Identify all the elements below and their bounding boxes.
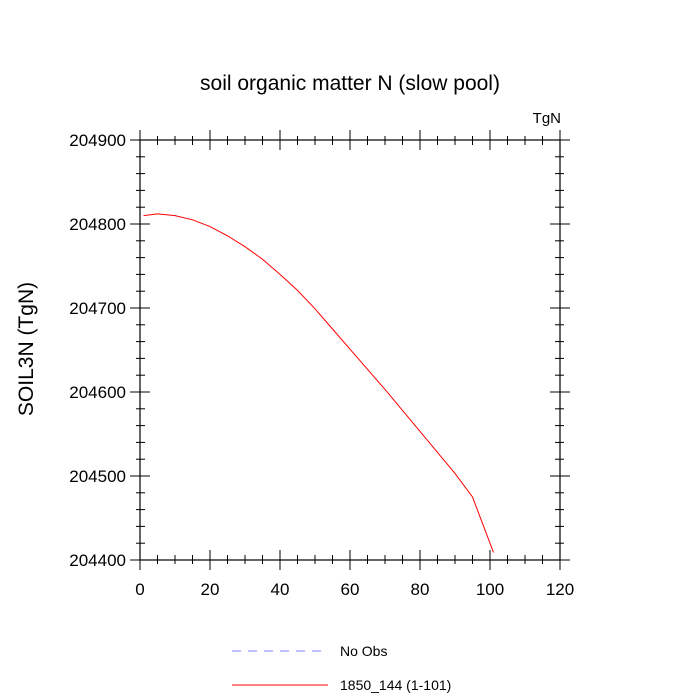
y-tick-label: 204500 [69, 467, 126, 486]
units-label: TgN [533, 110, 561, 127]
legend-label-1850-144: 1850_144 (1-101) [340, 677, 451, 693]
series-line-1 [143, 213, 494, 553]
y-tick-labels: 204400 204500 204600 204700 204800 204900 [69, 131, 126, 570]
x-tick-label: 40 [271, 580, 290, 599]
x-tick-label: 120 [546, 580, 574, 599]
plot-frame [139, 139, 561, 561]
x-tick-label: 60 [341, 580, 360, 599]
y-tick-label: 204800 [69, 215, 126, 234]
x-tick-label: 80 [411, 580, 430, 599]
legend-label-no-obs: No Obs [340, 643, 387, 659]
x-tick-label: 20 [201, 580, 220, 599]
y-tick-label: 204700 [69, 299, 126, 318]
y-tick-label: 204400 [69, 551, 126, 570]
legend: No Obs 1850_144 (1-101) [232, 643, 451, 693]
x-tick-label: 100 [476, 580, 504, 599]
y-tick-label: 204900 [69, 131, 126, 150]
x-tick-label: 0 [135, 580, 144, 599]
y-tick-label: 204600 [69, 383, 126, 402]
series-layer [143, 213, 494, 553]
axis-ticks [130, 130, 570, 570]
chart-title: soil organic matter N (slow pool) [200, 72, 500, 95]
x-tick-labels: 0 20 40 60 80 100 120 [135, 580, 574, 599]
y-axis-label: SOIL3N (TgN) [15, 282, 38, 416]
